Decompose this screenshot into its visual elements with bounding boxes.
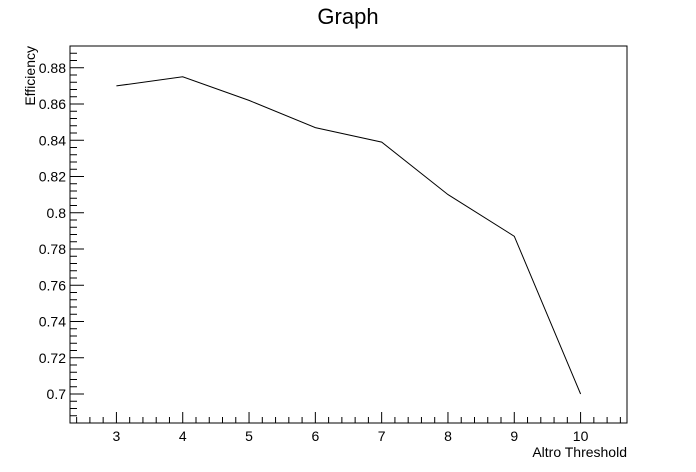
- x-tick-label: 3: [113, 428, 121, 444]
- data-point: [314, 127, 316, 129]
- x-tick-label: 5: [245, 428, 253, 444]
- x-axis-ticks: [76, 412, 621, 423]
- y-tick-label: 0.74: [39, 314, 66, 330]
- data-point: [115, 85, 117, 87]
- data-point: [580, 393, 582, 395]
- y-tick-label: 0.76: [39, 277, 66, 293]
- x-tick-label: 10: [573, 428, 589, 444]
- x-tick-label: 7: [378, 428, 386, 444]
- y-tick-label: 0.86: [39, 96, 66, 112]
- y-tick-label: 0.78: [39, 241, 66, 257]
- x-tick-label: 8: [444, 428, 452, 444]
- y-tick-label: 0.7: [47, 386, 67, 402]
- y-axis-tick-labels: 0.7 0.72 0.74 0.76 0.78 0.8 0.82 0.84 0.86 0.88: [39, 60, 66, 402]
- chart-title: Graph: [317, 4, 378, 29]
- x-axis-tick-labels: 3 4 5 6 7 8 9 10: [113, 428, 589, 444]
- y-axis-ticks: [70, 45, 84, 424]
- y-tick-label: 0.72: [39, 350, 66, 366]
- data-point: [447, 194, 449, 196]
- data-point: [381, 141, 383, 143]
- y-tick-label: 0.84: [39, 132, 66, 148]
- x-tick-label: 6: [311, 428, 319, 444]
- data-point: [182, 76, 184, 78]
- series-line: [116, 76, 582, 395]
- x-tick-label: 4: [179, 428, 187, 444]
- data-point: [513, 235, 515, 237]
- y-tick-label: 0.8: [47, 205, 67, 221]
- x-tick-label: 9: [510, 428, 518, 444]
- data-point: [248, 99, 250, 101]
- x-axis-label: Altro Threshold: [532, 444, 627, 460]
- y-tick-label: 0.82: [39, 169, 66, 185]
- y-axis-label: Efficiency: [22, 46, 38, 106]
- y-tick-label: 0.88: [39, 60, 66, 76]
